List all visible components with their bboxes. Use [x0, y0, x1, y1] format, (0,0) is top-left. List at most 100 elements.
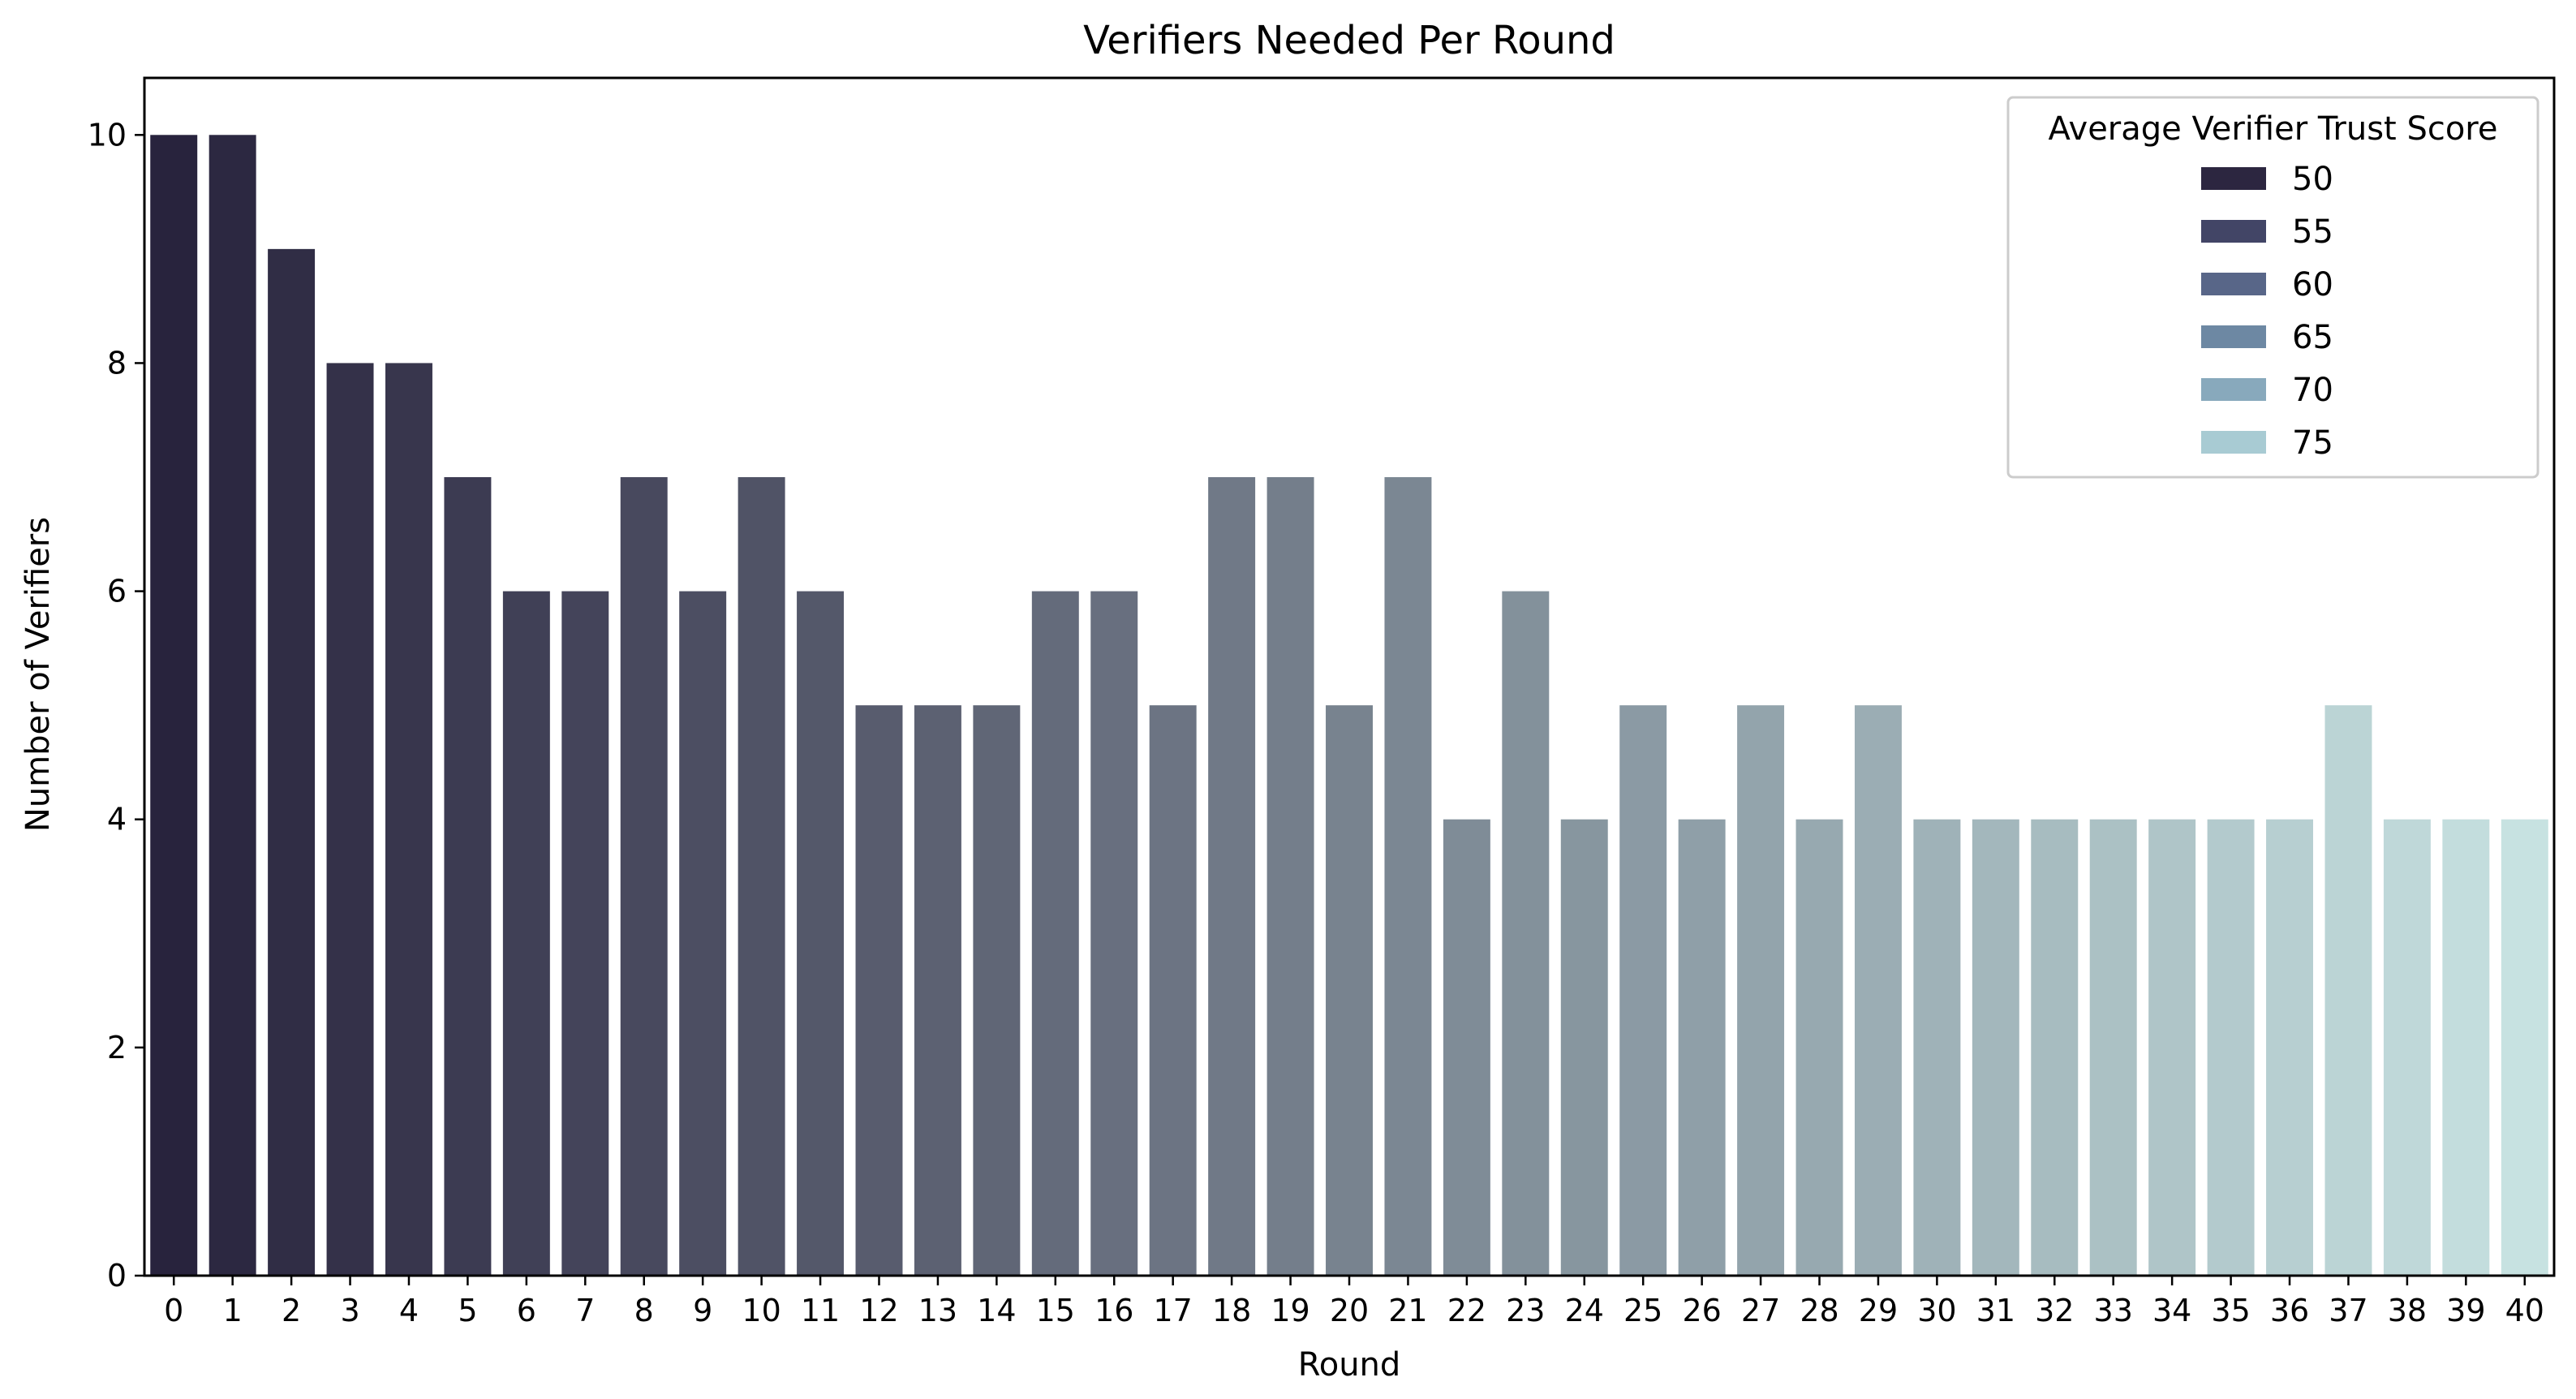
x-tick-label: 38: [2388, 1293, 2427, 1328]
x-tick-label: 22: [1447, 1293, 1486, 1328]
legend-label-50: 50: [2292, 161, 2333, 198]
x-tick-label: 21: [1388, 1293, 1427, 1328]
bar-round-16: [1090, 591, 1138, 1276]
x-tick-label: 15: [1036, 1293, 1075, 1328]
x-tick-label: 18: [1212, 1293, 1251, 1328]
x-tick-label: 13: [918, 1293, 957, 1328]
x-tick-label: 30: [1917, 1293, 1956, 1328]
bar-round-19: [1266, 477, 1314, 1276]
x-tick-label: 10: [742, 1293, 781, 1328]
legend-swatch-50: [2201, 167, 2266, 190]
x-tick-label: 9: [693, 1293, 712, 1328]
y-tick-label: 4: [107, 802, 127, 837]
x-tick-label: 34: [2152, 1293, 2191, 1328]
y-tick-label: 2: [107, 1030, 127, 1065]
bar-round-20: [1326, 705, 1373, 1276]
bar-round-18: [1208, 477, 1256, 1276]
x-tick-label: 0: [164, 1293, 183, 1328]
x-tick-label: 6: [517, 1293, 536, 1328]
bar-round-35: [2207, 819, 2255, 1276]
bar-round-39: [2442, 819, 2490, 1276]
bar-round-7: [561, 591, 609, 1276]
legend-swatch-75: [2201, 431, 2266, 454]
x-tick-label: 11: [801, 1293, 840, 1328]
x-tick-label: 24: [1565, 1293, 1604, 1328]
bar-round-8: [620, 477, 668, 1276]
bar-round-40: [2501, 819, 2548, 1276]
x-tick-label: 12: [859, 1293, 898, 1328]
bar-round-10: [738, 477, 785, 1276]
chart-title: Verifiers Needed Per Round: [1083, 18, 1615, 63]
legend: Average Verifier Trust Score 50 55 60 65 70 75: [2006, 96, 2539, 479]
x-tick-label: 39: [2446, 1293, 2485, 1328]
bar-round-17: [1149, 705, 1197, 1276]
x-tick-label: 32: [2035, 1293, 2074, 1328]
bar-round-1: [209, 135, 256, 1276]
x-tick-label: 3: [340, 1293, 359, 1328]
bar-round-11: [797, 591, 845, 1276]
bar-round-2: [268, 248, 316, 1276]
x-tick-label: 23: [1506, 1293, 1545, 1328]
bar-round-28: [1795, 819, 1843, 1276]
x-tick-label: 37: [2329, 1293, 2367, 1328]
y-tick-label: 10: [88, 117, 127, 153]
bar-round-30: [1913, 819, 1961, 1276]
bars-group: [150, 135, 2548, 1276]
x-tick-label: 14: [977, 1293, 1016, 1328]
bar-round-9: [679, 591, 727, 1276]
legend-swatch-60: [2201, 273, 2266, 295]
x-tick-label: 16: [1094, 1293, 1133, 1328]
legend-box: [2006, 96, 2539, 479]
y-tick-label: 0: [107, 1258, 127, 1294]
x-tick-label: 31: [1976, 1293, 2015, 1328]
bar-round-22: [1443, 819, 1490, 1276]
bar-round-24: [1560, 819, 1608, 1276]
x-tick-label: 20: [1330, 1293, 1369, 1328]
x-tick-label: 35: [2211, 1293, 2250, 1328]
legend-label-65: 65: [2292, 319, 2333, 356]
y-tick-label: 6: [107, 574, 127, 609]
bar-round-4: [385, 363, 432, 1276]
x-axis-label: Round: [1298, 1346, 1401, 1384]
legend-label-60: 60: [2292, 266, 2333, 303]
bar-round-14: [973, 705, 1021, 1276]
bar-round-38: [2383, 819, 2431, 1276]
x-tick-label: 4: [399, 1293, 419, 1328]
y-axis-ticks: 0 2 4 6 8 10: [88, 117, 144, 1294]
y-axis-label: Number of Verifiers: [19, 517, 57, 832]
x-tick-label: 25: [1623, 1293, 1662, 1328]
legend-label-70: 70: [2292, 372, 2333, 409]
legend-label-55: 55: [2292, 213, 2333, 251]
bar-round-13: [914, 705, 961, 1276]
x-tick-label: 1: [223, 1293, 243, 1328]
x-axis-ticks: 0 1 2 3 4 5 6 7 8 9 10 11 12 13 14 15 16 17 18 19 20 21 22 23 24…: [164, 1276, 2544, 1328]
bar-round-15: [1031, 591, 1079, 1276]
bar-round-25: [1619, 705, 1667, 1276]
x-tick-label: 2: [282, 1293, 301, 1328]
bar-round-26: [1678, 819, 1726, 1276]
bar-round-12: [855, 705, 903, 1276]
x-tick-label: 26: [1682, 1293, 1721, 1328]
plot-area-frame: [143, 76, 2556, 1277]
bar-round-5: [444, 477, 492, 1276]
bar-round-36: [2266, 819, 2313, 1276]
legend-swatch-65: [2201, 325, 2266, 348]
x-tick-label: 28: [1800, 1293, 1838, 1328]
bar-round-23: [1502, 591, 1550, 1276]
legend-swatch-55: [2201, 220, 2266, 243]
legend-swatch-70: [2201, 378, 2266, 401]
bar-round-0: [150, 135, 198, 1276]
bar-round-31: [1972, 819, 2019, 1276]
bar-round-29: [1854, 705, 1902, 1276]
bar-round-6: [502, 591, 550, 1276]
bar-round-27: [1737, 705, 1785, 1276]
x-tick-label: 19: [1271, 1293, 1310, 1328]
x-tick-label: 5: [458, 1293, 477, 1328]
bar-round-34: [2148, 819, 2196, 1276]
legend-title: Average Verifier Trust Score: [2049, 110, 2498, 148]
bar-round-21: [1384, 477, 1432, 1276]
x-tick-label: 27: [1741, 1293, 1780, 1328]
y-tick-label: 8: [107, 345, 127, 381]
x-tick-label: 7: [575, 1293, 595, 1328]
